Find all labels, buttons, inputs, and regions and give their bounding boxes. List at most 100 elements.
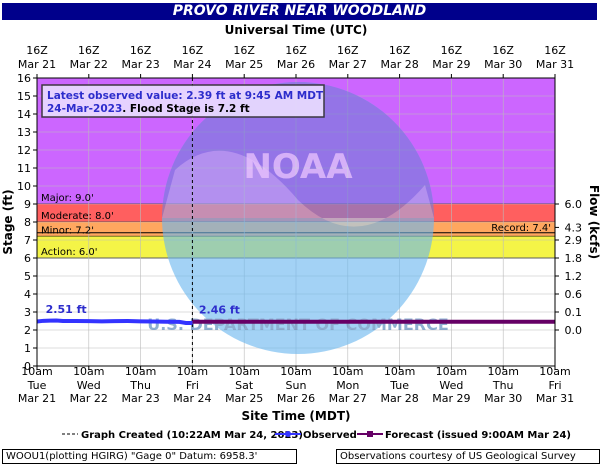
footer-credit: Observations courtesy of US Geological S… bbox=[336, 449, 600, 464]
right-tick-label: 6.0 bbox=[565, 198, 583, 211]
left-tick-label: 6 bbox=[24, 252, 31, 265]
right-axis-ticks: 6.0 4.32.9 1.8 1.2 0.6 0.1 0.0 bbox=[555, 198, 582, 337]
bottom-tick-time: 10am bbox=[73, 365, 104, 378]
bottom-tick-day: Wed bbox=[77, 379, 101, 392]
left-tick-label: 3 bbox=[24, 306, 31, 319]
left-tick-label: 16 bbox=[17, 72, 31, 85]
bottom-tick-day: Thu bbox=[129, 379, 151, 392]
right-tick-label: 0.6 bbox=[565, 288, 583, 301]
chart-title: PROVO RIVER NEAR WOODLAND bbox=[2, 3, 597, 20]
bottom-tick-date: Mar 28 bbox=[380, 392, 418, 405]
left-tick-label: 14 bbox=[17, 108, 31, 121]
left-axis-title: Stage (ft) bbox=[1, 189, 15, 254]
bottom-tick-time: 10am bbox=[332, 365, 363, 378]
band-label-action: Action: 6.0' bbox=[41, 247, 98, 258]
bottom-tick-time: 10am bbox=[436, 365, 467, 378]
bottom-tick-time: 10am bbox=[125, 365, 156, 378]
left-tick-label: 9 bbox=[24, 198, 31, 211]
right-axis-title: Flow (kcfs) bbox=[587, 185, 600, 259]
bottom-tick-date: Mar 24 bbox=[173, 392, 211, 405]
point-label: 2.51 ft bbox=[46, 303, 87, 316]
band-label-minor: Minor: 7.2' bbox=[41, 225, 94, 236]
top-tick-label: 16Z bbox=[26, 44, 48, 57]
top-tick-date: Mar 28 bbox=[380, 58, 418, 71]
left-tick-label: 0 bbox=[24, 360, 31, 373]
bottom-tick-day: Tue bbox=[27, 379, 47, 392]
top-tick-label: 16Z bbox=[389, 44, 411, 57]
bottom-tick-time: 10am bbox=[21, 365, 52, 378]
bottom-tick-date: Mar 31 bbox=[536, 392, 574, 405]
bottom-tick-time: 10am bbox=[487, 365, 518, 378]
bottom-tick-time: 10am bbox=[384, 365, 415, 378]
bottom-tick-date: Mar 21 bbox=[18, 392, 56, 405]
top-tick-label: 16Z bbox=[182, 44, 204, 57]
top-tick-label: 16Z bbox=[285, 44, 307, 57]
top-tick-label: 16Z bbox=[492, 44, 514, 57]
left-tick-label: 5 bbox=[24, 270, 31, 283]
right-tick-label: 0.1 bbox=[565, 306, 583, 319]
left-tick-label: 11 bbox=[17, 162, 31, 175]
band-label-major: Major: 9.0' bbox=[41, 193, 94, 204]
latest-observed-line1: Latest observed value: 2.39 ft at 9:45 A… bbox=[47, 90, 324, 102]
top-tick-label: 16Z bbox=[441, 44, 463, 57]
top-tick-date: Mar 22 bbox=[70, 58, 108, 71]
top-tick-date: Mar 21 bbox=[18, 58, 56, 71]
bottom-tick-day: Wed bbox=[439, 379, 463, 392]
bottom-tick-date: Mar 23 bbox=[121, 392, 159, 405]
record-label: Record: 7.4' bbox=[491, 223, 551, 234]
bottom-tick-date: Mar 25 bbox=[225, 392, 263, 405]
bottom-tick-day: Tue bbox=[389, 379, 409, 392]
top-tick-date: Mar 31 bbox=[536, 58, 574, 71]
bottom-tick-date: Mar 26 bbox=[277, 392, 315, 405]
bottom-tick-date: Mar 30 bbox=[484, 392, 522, 405]
bottom-tick-date: Mar 27 bbox=[329, 392, 367, 405]
top-tick-label: 16Z bbox=[544, 44, 566, 57]
point-label: 2.46 ft bbox=[199, 304, 240, 317]
latest-observed-line2: 24-Mar-2023. Flood Stage is 7.2 ft bbox=[47, 103, 250, 115]
top-axis-title: Universal Time (UTC) bbox=[225, 23, 368, 37]
right-tick-label: 2.9 bbox=[565, 234, 583, 247]
right-tick-label: 4.3 bbox=[565, 221, 583, 234]
flood-stage-text: . Flood Stage is 7.2 ft bbox=[122, 103, 249, 115]
top-tick-date: Mar 30 bbox=[484, 58, 522, 71]
bottom-axis-title: Site Time (MDT) bbox=[242, 409, 351, 423]
legend-forecast-marker bbox=[367, 431, 373, 437]
bottom-tick-date: Mar 22 bbox=[70, 392, 108, 405]
top-tick-date: Mar 29 bbox=[432, 58, 470, 71]
left-tick-label: 2 bbox=[24, 324, 31, 337]
top-tick-label: 16Z bbox=[337, 44, 359, 57]
right-tick-label: 1.8 bbox=[565, 252, 583, 265]
legend-forecast-label: Forecast (issued 9:00AM Mar 24) bbox=[385, 430, 571, 441]
bottom-tick-day: Thu bbox=[492, 379, 514, 392]
observed-series-line bbox=[36, 318, 193, 325]
bottom-tick-day: Sun bbox=[286, 379, 307, 392]
left-tick-label: 10 bbox=[17, 180, 31, 193]
left-tick-label: 7 bbox=[24, 234, 31, 247]
point-labels: 2.51 ft 2.46 ft bbox=[46, 303, 240, 317]
legend-created-label: Graph Created (10:22AM Mar 24, 2023) bbox=[81, 430, 303, 441]
bottom-tick-date: Mar 29 bbox=[432, 392, 470, 405]
left-tick-label: 8 bbox=[24, 216, 31, 229]
legend: Graph Created (10:22AM Mar 24, 2023) Obs… bbox=[62, 430, 571, 441]
legend-observed-label: Observed bbox=[303, 430, 357, 441]
top-tick-date: Mar 24 bbox=[173, 58, 211, 71]
bottom-tick-day: Mon bbox=[336, 379, 359, 392]
top-tick-label: 16Z bbox=[130, 44, 152, 57]
bottom-tick-day: Sat bbox=[235, 379, 254, 392]
bottom-tick-time: 10am bbox=[177, 365, 208, 378]
bottom-tick-day: Fri bbox=[186, 379, 199, 392]
left-tick-label: 1 bbox=[24, 342, 31, 355]
top-tick-date: Mar 26 bbox=[277, 58, 315, 71]
band-label-moderate: Moderate: 8.0' bbox=[41, 211, 114, 222]
left-tick-label: 12 bbox=[17, 144, 31, 157]
left-tick-label: 13 bbox=[17, 126, 31, 139]
left-tick-label: 4 bbox=[24, 288, 31, 301]
bottom-tick-time: 10am bbox=[539, 365, 570, 378]
top-tick-label: 16Z bbox=[78, 44, 100, 57]
latest-observed-box: Latest observed value: 2.39 ft at 9:45 A… bbox=[41, 84, 325, 118]
watermark-noaa-text: NOAA bbox=[243, 147, 353, 187]
